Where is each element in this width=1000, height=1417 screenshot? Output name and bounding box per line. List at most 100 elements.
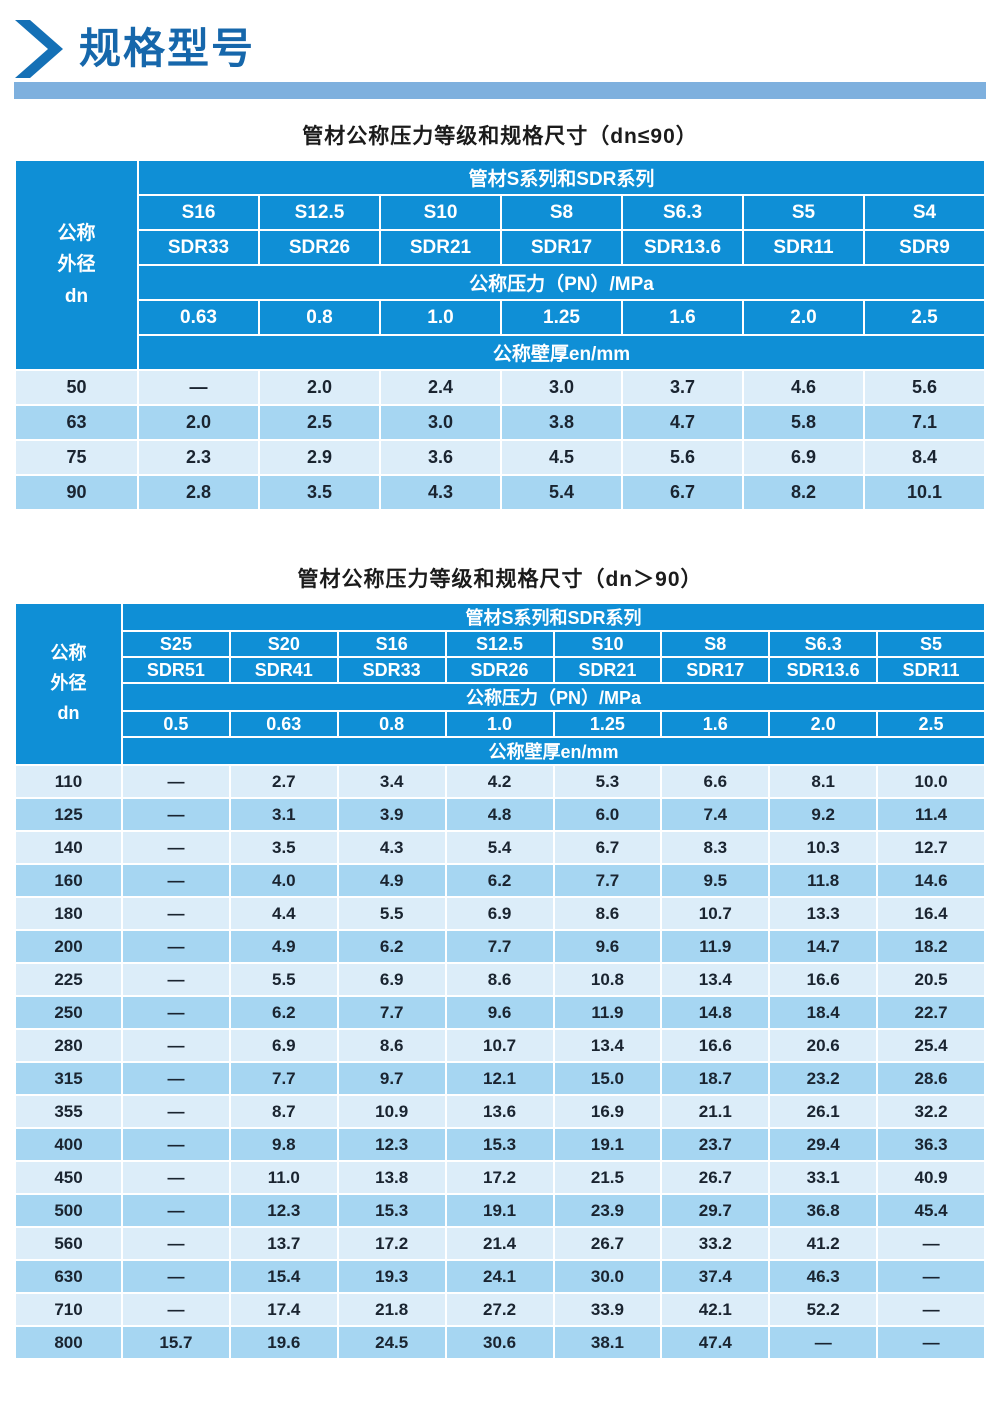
wall-thickness-cell: 18.4	[768, 995, 879, 1030]
wall-thickness-cell: 4.8	[444, 797, 555, 832]
wall-thickness-cell: 4.6	[742, 369, 865, 406]
wall-thickness-cell: 9.5	[660, 863, 771, 898]
chevron-right-icon	[15, 20, 63, 78]
wall-thickness-cell: 6.2	[228, 995, 339, 1030]
wall-thickness-cell: 15.7	[121, 1325, 231, 1360]
wall-thickness-cell: 10.8	[552, 962, 663, 997]
s-series-header: S8	[660, 630, 771, 658]
wall-thickness-cell: 21.5	[552, 1160, 663, 1195]
pn-value-header: 0.8	[336, 710, 447, 738]
wall-thickness-cell: 11.4	[876, 797, 986, 832]
wall-thickness-cell: 12.3	[228, 1193, 339, 1228]
pn-value-header: 1.0	[379, 299, 502, 336]
wall-thickness-cell: 7.4	[660, 797, 771, 832]
wall-thickness-cell: 2.5	[258, 404, 381, 441]
dn-cell: 140	[14, 830, 123, 865]
table-row: 450—11.0 13.8 17.2 21.5 26.7 33.1 40.9	[14, 1160, 986, 1195]
pn-value-header: 1.6	[621, 299, 744, 336]
wall-thickness-cell: 6.9	[444, 896, 555, 931]
dn-cell: 50	[14, 369, 139, 406]
wall-thickness-cell: 7.7	[552, 863, 663, 898]
dn-cell: 75	[14, 439, 139, 476]
wall-thickness-cell: 25.4	[876, 1028, 986, 1063]
table-row: 180—4.4 5.5 6.9 8.6 10.7 13.3 16.4	[14, 896, 986, 931]
page-title: 规格型号	[79, 25, 256, 72]
wall-thickness-cell: 12.1	[444, 1061, 555, 1096]
wall-thickness-cell: 4.7	[621, 404, 744, 441]
wall-thickness-cell: 5.5	[336, 896, 447, 931]
wall-thickness-cell: 16.9	[552, 1094, 663, 1129]
wall-thickness-cell: 4.2	[444, 764, 555, 799]
wall-thickness-cell: —	[121, 1259, 231, 1294]
dn-cell: 355	[14, 1094, 123, 1129]
wall-thickness-cell: 3.0	[379, 404, 502, 441]
wall-thickness-cell: 19.6	[228, 1325, 339, 1360]
sdr-series-header: SDR33	[336, 656, 447, 684]
wall-thickness-cell: 13.8	[336, 1160, 447, 1195]
pressure-group-header: 公称压力（PN）/MPa	[121, 682, 986, 712]
wall-thickness-cell: 4.5	[500, 439, 623, 476]
wall-thickness-cell: 6.7	[552, 830, 663, 865]
wall-thickness-cell: 37.4	[660, 1259, 771, 1294]
table-row: 225—5.5 6.9 8.6 10.8 13.4 16.6 20.5	[14, 962, 986, 997]
wall-thickness-cell: 6.2	[444, 863, 555, 898]
wall-thickness-cell: 13.3	[768, 896, 879, 931]
s-series-header: S25	[121, 630, 231, 658]
thickness-group-header: 公称壁厚en/mm	[137, 334, 986, 371]
wall-thickness-cell: —	[121, 1094, 231, 1129]
s-series-header: S10	[552, 630, 663, 658]
wall-thickness-cell: 10.9	[336, 1094, 447, 1129]
wall-thickness-cell: 3.9	[336, 797, 447, 832]
wall-thickness-cell: 5.4	[444, 830, 555, 865]
table-row: 355—8.7 10.9 13.6 16.9 21.1 26.1 32.2	[14, 1094, 986, 1129]
sdr-series-header: SDR9	[863, 229, 986, 266]
wall-thickness-cell: 7.7	[444, 929, 555, 964]
table-row: 630—15.4 19.3 24.1 30.0 37.4 46.3—	[14, 1259, 986, 1294]
s-series-header: S8	[500, 194, 623, 231]
wall-thickness-cell: 8.2	[742, 474, 865, 511]
wall-thickness-cell: 52.2	[768, 1292, 879, 1327]
wall-thickness-cell: 2.8	[137, 474, 260, 511]
sdr-series-header: SDR13.6	[621, 229, 744, 266]
wall-thickness-cell: 21.4	[444, 1226, 555, 1261]
wall-thickness-cell: 32.2	[876, 1094, 986, 1129]
wall-thickness-cell: —	[121, 929, 231, 964]
wall-thickness-cell: 3.4	[336, 764, 447, 799]
table1-title: 管材公称压力等级和规格尺寸（dn≤90）	[302, 125, 698, 148]
wall-thickness-cell: 30.6	[444, 1325, 555, 1360]
s-series-header: S5	[742, 194, 865, 231]
wall-thickness-cell: 5.4	[500, 474, 623, 511]
wall-thickness-cell: 15.3	[336, 1193, 447, 1228]
wall-thickness-cell: 2.7	[228, 764, 339, 799]
s-series-header: S6.3	[768, 630, 879, 658]
dn-cell: 800	[14, 1325, 123, 1360]
wall-thickness-cell: 20.5	[876, 962, 986, 997]
sdr-series-header: SDR26	[444, 656, 555, 684]
pn-value-header: 1.0	[444, 710, 555, 738]
wall-thickness-cell: 33.2	[660, 1226, 771, 1261]
wall-thickness-cell: 17.2	[336, 1226, 447, 1261]
pn-value-header: 2.5	[876, 710, 986, 738]
wall-thickness-cell: 26.1	[768, 1094, 879, 1129]
wall-thickness-cell: 36.3	[876, 1127, 986, 1162]
sdr-series-header: SDR17	[500, 229, 623, 266]
wall-thickness-cell: 23.2	[768, 1061, 879, 1096]
s-series-header: S10	[379, 194, 502, 231]
thickness-group-header: 公称壁厚en/mm	[121, 736, 986, 766]
wall-thickness-cell: 4.0	[228, 863, 339, 898]
s-series-header: S16	[137, 194, 260, 231]
table-row: 50—2.0 2.4 3.0 3.7 4.6 5.6	[14, 369, 986, 406]
wall-thickness-cell: 11.8	[768, 863, 879, 898]
dn-cell: 450	[14, 1160, 123, 1195]
dn-cell: 710	[14, 1292, 123, 1327]
wall-thickness-cell: 16.4	[876, 896, 986, 931]
wall-thickness-cell: 17.4	[228, 1292, 339, 1327]
table-row: 710—17.4 21.8 27.2 33.9 42.1 52.2—	[14, 1292, 986, 1327]
sdr-series-header: SDR13.6	[768, 656, 879, 684]
pn-value-header: 1.25	[500, 299, 623, 336]
wall-thickness-cell: 11.9	[660, 929, 771, 964]
dn-cell: 560	[14, 1226, 123, 1261]
wall-thickness-cell: 9.6	[444, 995, 555, 1030]
sdr-series-header: SDR26	[258, 229, 381, 266]
dn-cell: 225	[14, 962, 123, 997]
